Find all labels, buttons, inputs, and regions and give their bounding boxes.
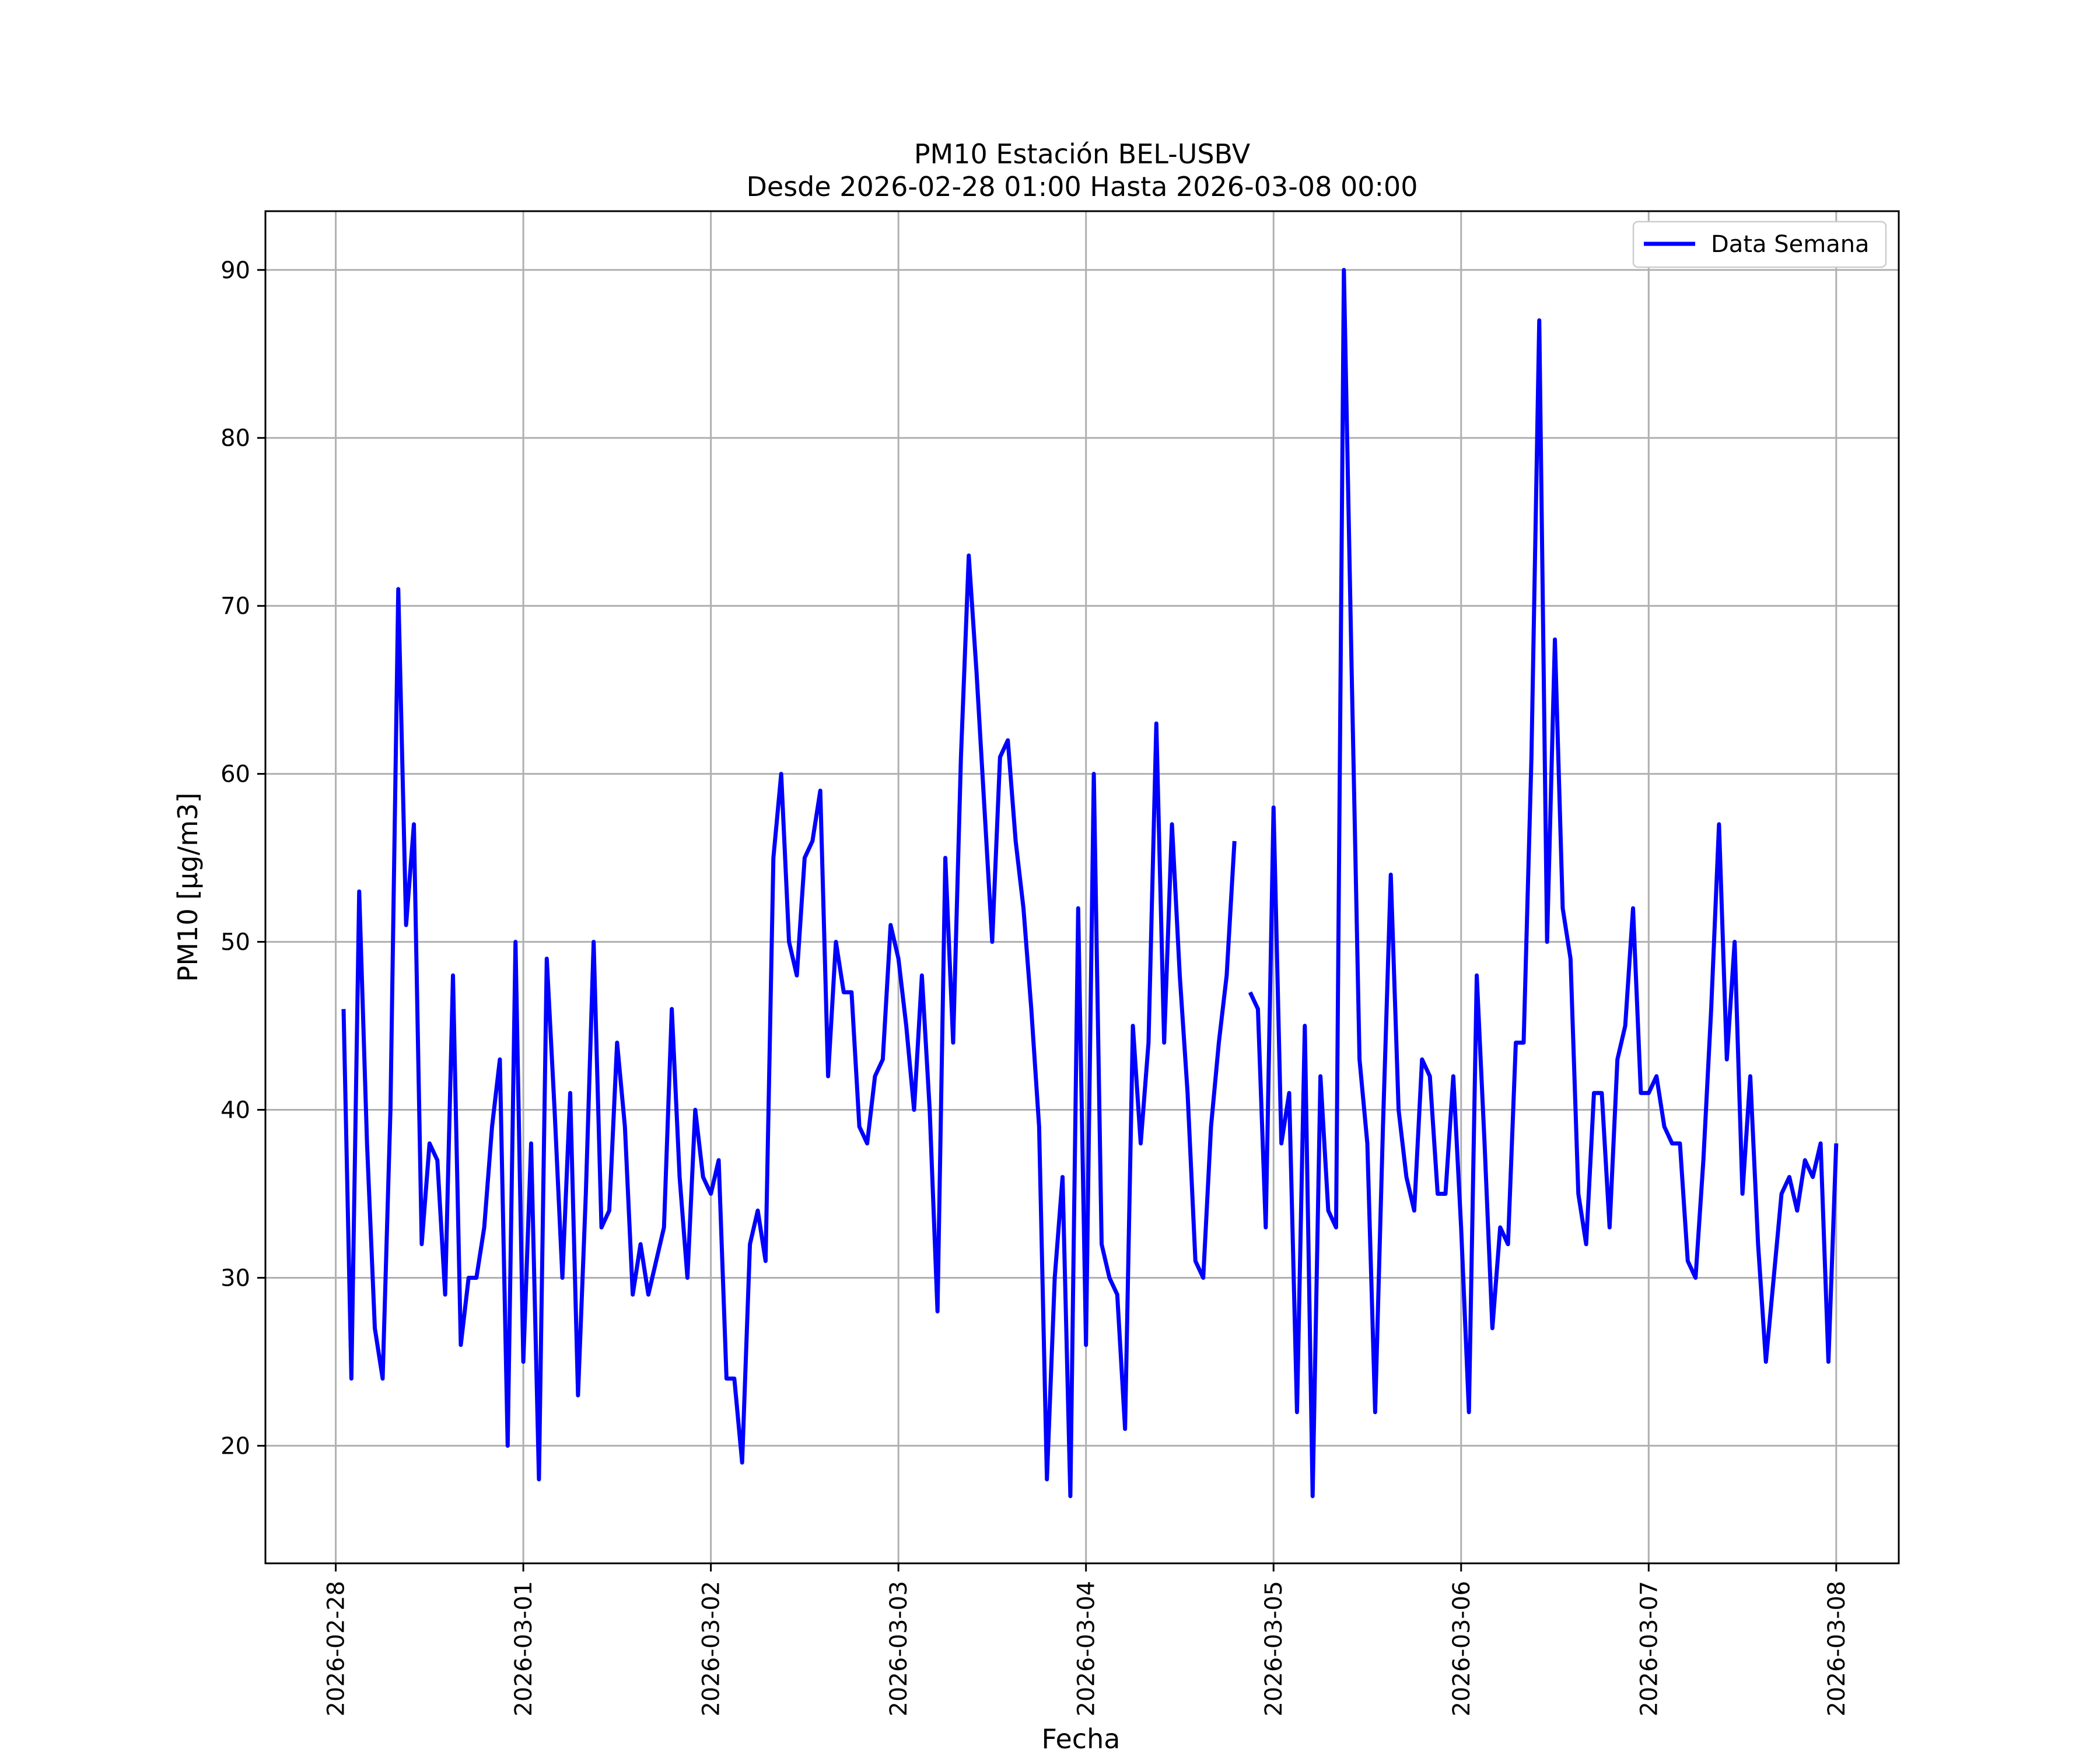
y-tick-label: 50	[220, 929, 250, 956]
y-tick-label: 20	[220, 1433, 250, 1460]
plot-frame	[264, 210, 1900, 1564]
chart-title: PM10 Estación BEL-USBV	[914, 138, 1251, 170]
x-tick-label: 2026-03-07	[1636, 1581, 1662, 1716]
x-tick-label: 2026-03-02	[698, 1581, 725, 1716]
y-axis: 20 30 40 50 60 70 80 90	[220, 257, 265, 1460]
x-tick-label: 2026-03-05	[1261, 1581, 1287, 1716]
x-tick-label: 2026-03-08	[1824, 1581, 1850, 1716]
series-line	[1248, 268, 1839, 1499]
chart-subtitle: Desde 2026-02-28 01:00 Hasta 2026-03-08 …	[746, 171, 1418, 202]
y-tick-label: 90	[220, 257, 250, 284]
legend: Data Semana	[1632, 220, 1887, 268]
y-tick-label: 80	[220, 425, 250, 452]
y-tick-label: 40	[220, 1097, 250, 1124]
y-tick-label: 70	[220, 593, 250, 620]
y-tick-label: 60	[220, 761, 250, 788]
x-axis: 2026-02-28 2026-03-01 2026-03-02 2026-03-03…	[323, 1563, 1850, 1716]
x-axis-label: Fecha	[1042, 1723, 1121, 1750]
legend-label: Data Semana	[1711, 231, 1870, 258]
legend-box	[1632, 220, 1887, 268]
y-tick-label: 30	[220, 1265, 250, 1292]
x-tick-label: 2026-03-03	[886, 1581, 912, 1716]
x-tick-label: 2026-03-04	[1073, 1581, 1100, 1716]
series-line	[341, 553, 1237, 1499]
y-axis-label: PM10 [μg/m3]	[172, 793, 204, 982]
x-tick-label: 2026-02-28	[323, 1581, 350, 1716]
x-tick-label: 2026-03-01	[510, 1581, 537, 1716]
series-group	[341, 268, 1839, 1499]
x-tick-label: 2026-03-06	[1448, 1581, 1475, 1716]
